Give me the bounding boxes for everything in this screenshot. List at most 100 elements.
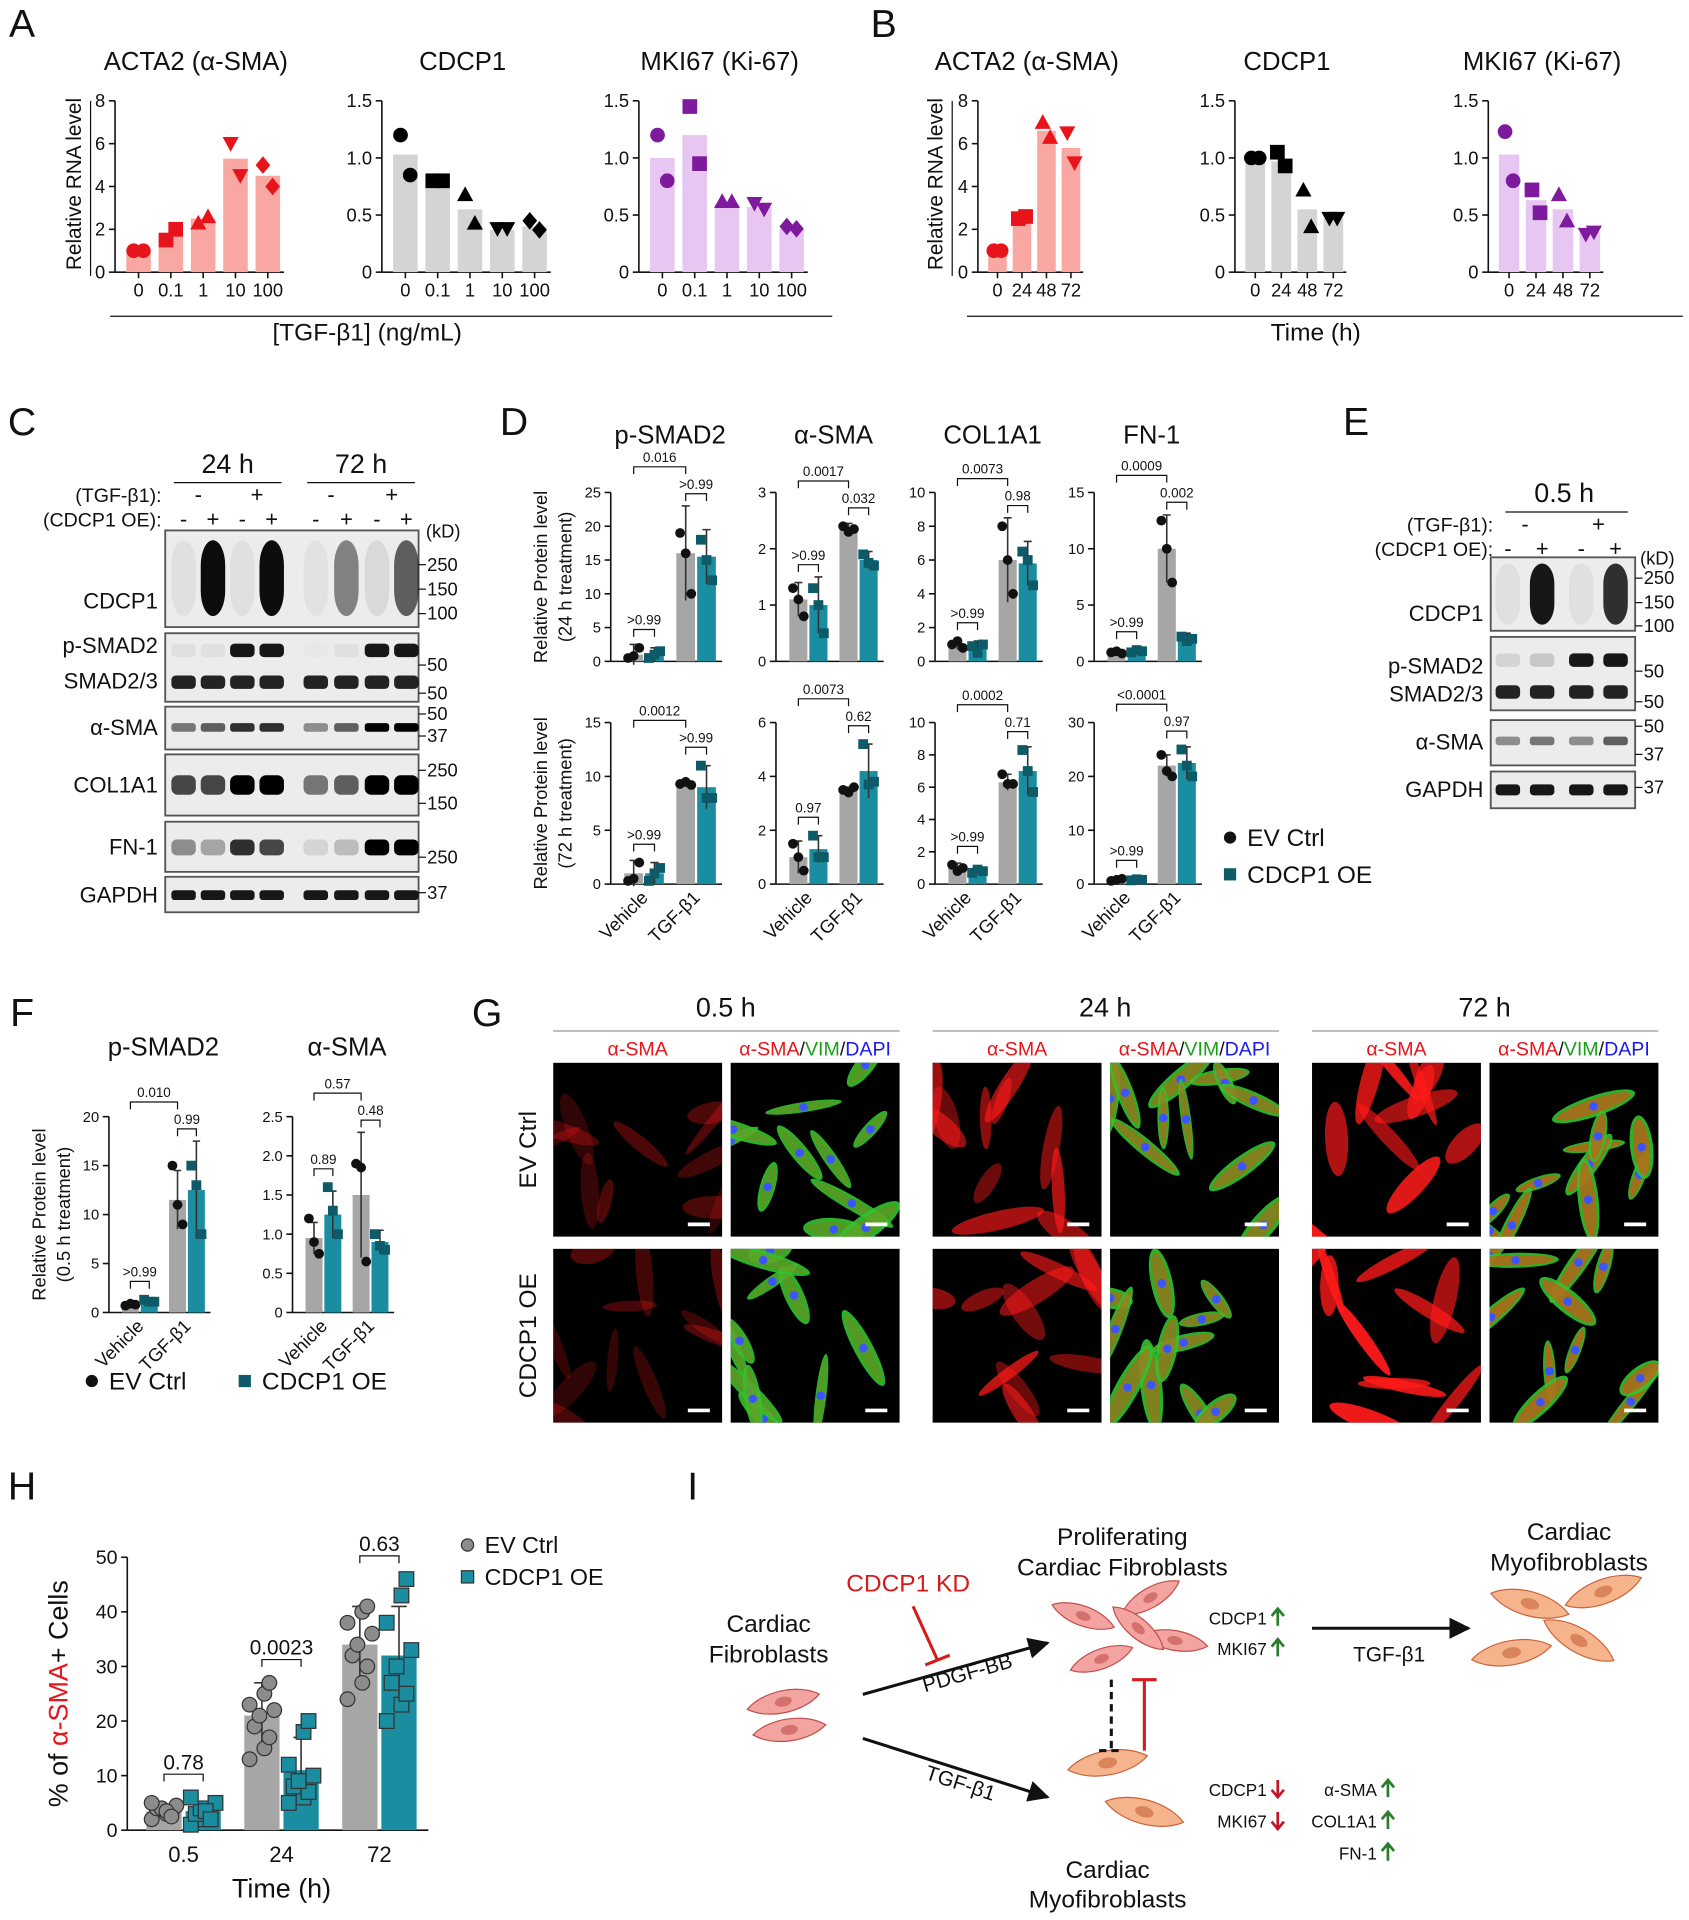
x-tick-label: 48 [1297, 280, 1317, 301]
y-tick-label: 1.5 [1200, 90, 1226, 111]
data-point [359, 1598, 376, 1615]
bar [490, 229, 515, 273]
blot-band [259, 675, 284, 689]
cell-actin [677, 1138, 723, 1178]
y-tick-label: 2 [95, 219, 105, 240]
blot-band [259, 839, 284, 856]
blot-band [230, 839, 255, 856]
bar [859, 771, 878, 885]
kd-marker: 37 [1644, 744, 1664, 765]
data-point [1008, 779, 1018, 789]
nucleus [1197, 1314, 1207, 1324]
blot-row-label: CDCP1 [83, 589, 158, 614]
y-tick-label: 15 [83, 1159, 99, 1175]
kd-marker: 37 [1644, 777, 1664, 798]
y-tick-label: 4 [958, 176, 968, 197]
y-tick-label: 0 [95, 262, 105, 283]
data-point [85, 1374, 98, 1388]
p-value: 0.0012 [639, 703, 680, 718]
panel-letter: B [871, 3, 897, 46]
data-point [1176, 631, 1187, 642]
data-point [1167, 577, 1178, 588]
data-point [798, 611, 809, 622]
nucleus [1211, 1294, 1221, 1304]
significance-bracket [359, 1555, 400, 1564]
bar [1061, 147, 1081, 273]
chart-title: p-SMAD2 [108, 1033, 219, 1061]
y-tick-label: 2 [758, 542, 766, 558]
cell-actin [932, 1103, 967, 1148]
data-point [369, 1229, 380, 1240]
y-tick-label: 8 [95, 90, 105, 111]
y-tick-label: 6 [917, 553, 925, 569]
data-point [1022, 555, 1033, 565]
p-value: 0.97 [795, 800, 821, 815]
blot-band [230, 643, 255, 658]
blot-band [334, 775, 359, 795]
bar [998, 782, 1017, 885]
cell-actin [710, 1248, 723, 1322]
kd-marker: 37 [427, 725, 447, 746]
blot-band [1495, 784, 1521, 796]
p-value: >0.99 [679, 477, 713, 492]
data-point [655, 646, 666, 657]
significance-bracket [129, 1280, 150, 1289]
blot-row-label: GAPDH [1405, 777, 1483, 802]
cell-actin [553, 1126, 581, 1155]
data-point [393, 1587, 410, 1604]
significance-bracket [1115, 703, 1168, 712]
y-tick-label: 5 [593, 621, 601, 637]
y-tick-label: 40 [96, 1602, 118, 1624]
data-point [1156, 515, 1167, 526]
data-point [1550, 186, 1567, 202]
cells [1312, 1248, 1481, 1423]
panel-letter: H [8, 1466, 36, 1509]
data-point [364, 1625, 381, 1642]
blot-band [1569, 653, 1594, 667]
kd-marker: 50 [1644, 691, 1664, 712]
y-tick-label: 10 [909, 716, 925, 732]
blot-band [364, 723, 390, 732]
blot-band [364, 839, 390, 856]
data-point [997, 769, 1008, 780]
data-point [191, 1180, 202, 1191]
y-tick-label: 5 [91, 1257, 99, 1273]
data-point [167, 1160, 178, 1171]
kd-marker: 150 [427, 578, 458, 599]
data-point [354, 1674, 371, 1691]
cell-nucleus [1167, 1635, 1183, 1646]
y-tick-label: 8 [958, 90, 968, 111]
p-value: 0.0073 [803, 682, 844, 697]
y-tick-label: 0 [1076, 655, 1084, 671]
node-label: Myofibroblasts [1029, 1886, 1187, 1913]
blot-band [1495, 563, 1521, 625]
data-point [196, 1229, 207, 1240]
blot-band [1529, 685, 1555, 699]
p-value: 0.71 [1005, 715, 1031, 730]
data-point [1002, 555, 1013, 565]
bar [682, 135, 707, 273]
data-point [1066, 156, 1083, 172]
nucleus [1489, 1226, 1495, 1235]
stain-label-part: / [1558, 1038, 1564, 1060]
y-axis-label: Relative RNA level [924, 98, 947, 270]
data-point [1117, 873, 1127, 884]
y-axis-label: (72 h treatment) [555, 738, 576, 869]
data-point [139, 1294, 150, 1305]
blot-band [364, 540, 390, 617]
y-tick-label: 2 [917, 621, 925, 637]
data-point [723, 193, 740, 208]
y-tick-label: 1.0 [262, 1227, 282, 1243]
y-tick-label: 3 [758, 486, 766, 502]
y-tick-label: 2 [917, 845, 925, 861]
p-value: 0.48 [357, 1103, 383, 1118]
p-value: 0.0017 [803, 464, 844, 479]
blot-band [200, 839, 226, 856]
x-tick-label: 10 [749, 280, 769, 301]
cell-actin [1324, 1101, 1349, 1177]
significance-bracket [847, 725, 870, 734]
data-point [643, 653, 654, 663]
chart-title: FN-1 [1123, 422, 1180, 450]
nucleus [730, 1125, 738, 1134]
sign: + [251, 482, 264, 507]
